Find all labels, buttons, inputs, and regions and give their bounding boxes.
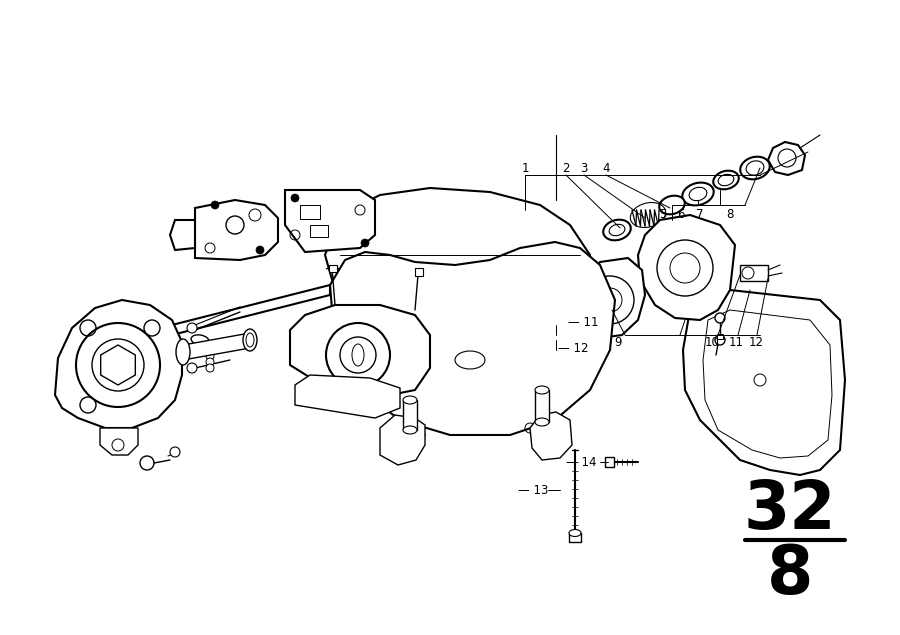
Ellipse shape — [403, 426, 417, 434]
Polygon shape — [330, 242, 615, 435]
Bar — [535, 390, 549, 422]
Polygon shape — [195, 200, 278, 260]
Circle shape — [566, 321, 574, 329]
Text: 3: 3 — [580, 161, 588, 175]
Ellipse shape — [535, 418, 549, 426]
Circle shape — [206, 358, 214, 366]
Polygon shape — [638, 215, 735, 320]
Circle shape — [140, 456, 154, 470]
Ellipse shape — [740, 157, 770, 179]
Circle shape — [361, 239, 369, 247]
Bar — [415, 268, 423, 276]
Text: 7: 7 — [697, 208, 704, 222]
Circle shape — [291, 194, 299, 202]
Circle shape — [211, 201, 219, 209]
Polygon shape — [100, 428, 138, 455]
Polygon shape — [55, 300, 182, 428]
Bar — [569, 533, 581, 542]
Text: 2: 2 — [562, 161, 570, 175]
Ellipse shape — [243, 329, 257, 351]
Ellipse shape — [191, 345, 209, 355]
Text: 1: 1 — [521, 161, 529, 175]
Polygon shape — [683, 290, 845, 475]
Text: 8: 8 — [726, 208, 734, 222]
Polygon shape — [160, 285, 330, 338]
Bar — [740, 265, 768, 281]
Text: 6: 6 — [677, 208, 685, 222]
Circle shape — [256, 246, 264, 254]
Text: — 13: — 13 — [518, 483, 548, 497]
Polygon shape — [295, 375, 400, 418]
Polygon shape — [325, 188, 590, 360]
Polygon shape — [530, 412, 572, 460]
Polygon shape — [768, 142, 805, 175]
Polygon shape — [290, 305, 430, 398]
Circle shape — [187, 323, 197, 333]
Ellipse shape — [151, 314, 169, 352]
Polygon shape — [183, 333, 250, 360]
Ellipse shape — [682, 183, 714, 205]
Text: 10: 10 — [705, 337, 719, 349]
Bar — [329, 265, 337, 272]
Polygon shape — [170, 220, 195, 250]
Text: 11: 11 — [728, 337, 743, 349]
Circle shape — [715, 313, 725, 323]
Polygon shape — [380, 415, 425, 465]
Circle shape — [715, 335, 725, 345]
Text: 12: 12 — [749, 337, 763, 349]
Circle shape — [187, 363, 197, 373]
Bar — [310, 225, 328, 237]
Ellipse shape — [569, 530, 581, 537]
Ellipse shape — [659, 196, 685, 215]
Bar — [717, 334, 723, 339]
Ellipse shape — [535, 386, 549, 394]
Bar — [567, 338, 573, 343]
Bar — [300, 205, 320, 219]
Text: — 14: — 14 — [565, 455, 596, 469]
Bar — [403, 400, 417, 430]
Circle shape — [170, 447, 180, 457]
Ellipse shape — [191, 335, 209, 345]
Text: 4: 4 — [602, 161, 610, 175]
Circle shape — [206, 364, 214, 372]
Circle shape — [206, 352, 214, 360]
Polygon shape — [285, 190, 375, 252]
Polygon shape — [101, 345, 135, 385]
Text: — 12: — 12 — [558, 342, 589, 354]
Ellipse shape — [603, 220, 631, 240]
Bar — [605, 457, 614, 467]
Ellipse shape — [403, 396, 417, 404]
Circle shape — [326, 323, 390, 387]
Text: 32: 32 — [743, 477, 836, 543]
Text: 8: 8 — [767, 542, 814, 608]
Text: 5: 5 — [660, 208, 667, 222]
Circle shape — [563, 343, 571, 351]
Text: — 11: — 11 — [568, 316, 598, 328]
Polygon shape — [574, 258, 645, 338]
Ellipse shape — [176, 339, 190, 365]
Text: 9: 9 — [614, 337, 622, 349]
Ellipse shape — [713, 171, 739, 189]
